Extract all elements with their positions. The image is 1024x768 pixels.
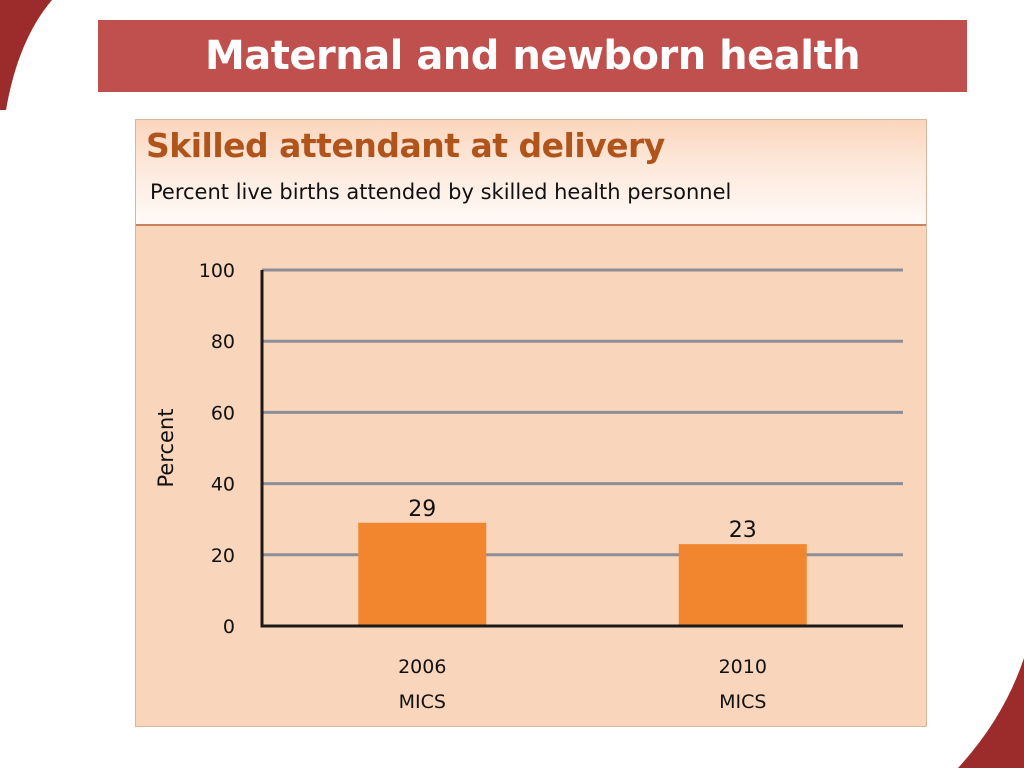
y-tick-label: 100 [199, 260, 235, 282]
x-category-label: 2010 [719, 656, 767, 678]
grid-lines [262, 268, 903, 557]
bars [358, 522, 807, 626]
x-category-label: MICS [719, 691, 766, 713]
y-tick-labels: 0 20 40 60 80 100 [199, 260, 235, 638]
corner-decoration-top-left [0, 0, 52, 110]
data-labels: 29 23 [408, 497, 757, 543]
axes [260, 270, 903, 628]
data-label: 23 [729, 518, 757, 543]
y-tick-label: 80 [211, 331, 235, 353]
corner-decoration-bottom-right [958, 658, 1024, 768]
chart-subtitle: Percent live births attended by skilled … [150, 180, 732, 204]
slide-title: Maternal and newborn health [204, 33, 861, 79]
x-category-label: 2006 [398, 656, 446, 678]
y-tick-label: 40 [211, 474, 235, 496]
y-tick-label: 60 [211, 402, 235, 424]
data-label: 29 [408, 497, 436, 522]
y-tick-label: 0 [223, 616, 235, 638]
bar [678, 544, 807, 626]
slide-title-banner: Maternal and newborn health [98, 20, 967, 92]
y-tick-label: 20 [211, 545, 235, 567]
x-category-labels: 2006 MICS 2010 MICS [398, 656, 767, 713]
bar-chart: 0 20 40 60 80 100 2006 MICS 2010 MICS 29 23 Perce… [154, 260, 903, 713]
chart-header: Skilled attendant at delivery Percent li… [136, 120, 926, 226]
chart-title: Skilled attendant at delivery [146, 126, 665, 165]
y-axis-title: Percent [154, 408, 178, 487]
bar [358, 522, 487, 626]
chart-card: Skilled attendant at delivery Percent li… [135, 119, 927, 727]
x-category-label: MICS [399, 691, 446, 713]
